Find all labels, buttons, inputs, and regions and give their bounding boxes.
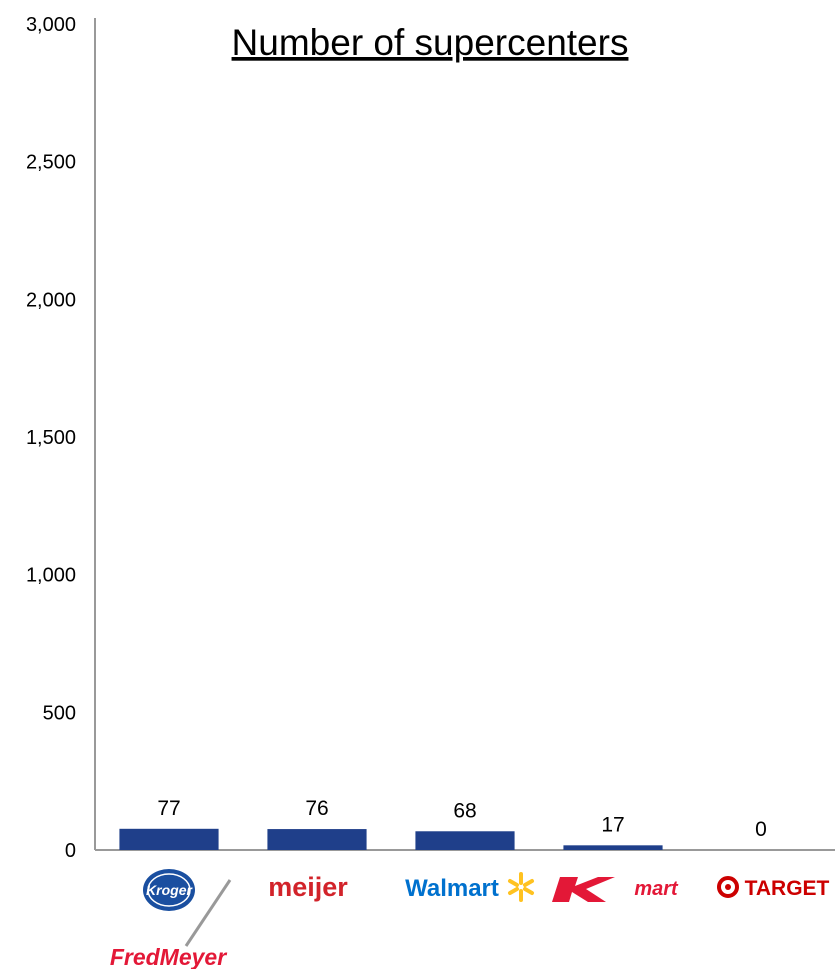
kmart-logo-text: mart <box>634 878 679 900</box>
target-logo: TARGET <box>717 876 830 900</box>
kroger-logo-text: Kroger <box>146 882 193 898</box>
y-tick-label: 2,000 <box>26 289 76 311</box>
y-tick-label: 0 <box>65 840 76 862</box>
bars <box>119 828 663 850</box>
data-label: 68 <box>453 799 476 822</box>
target-bullseye-icon <box>717 876 739 898</box>
y-tick-label: 1,500 <box>26 427 76 449</box>
bar <box>563 845 663 850</box>
data-label: 77 <box>157 797 180 820</box>
data-label: 0 <box>755 818 767 841</box>
bar <box>267 829 367 850</box>
y-tick-label: 1,000 <box>26 565 76 587</box>
y-tick-label: 2,500 <box>26 152 76 174</box>
meijer-logo: meijer <box>268 872 348 902</box>
walmart-logo: Walmart <box>405 872 534 902</box>
y-tick-label: 3,000 <box>26 14 76 36</box>
bar <box>415 831 515 850</box>
y-tick-labels: 0 500 1,000 1,500 2,000 2,500 3,000 <box>26 14 76 862</box>
kmart-k-icon <box>552 877 615 902</box>
logo-divider <box>184 879 232 947</box>
target-logo-text: TARGET <box>745 877 830 900</box>
data-labels: 77 76 68 17 0 <box>157 797 767 841</box>
kmart-logo: mart <box>552 877 679 902</box>
data-label: 76 <box>305 797 328 820</box>
kroger-logo: Kroger <box>143 869 195 911</box>
fredmeyer-logo: FredMeyer <box>110 944 227 969</box>
bar <box>119 828 219 850</box>
walmart-spark-icon <box>508 872 534 902</box>
y-tick-label: 500 <box>43 702 76 724</box>
data-label: 17 <box>601 813 624 836</box>
chart-title: Number of supercenters <box>232 22 629 63</box>
walmart-logo-text: Walmart <box>405 875 499 902</box>
